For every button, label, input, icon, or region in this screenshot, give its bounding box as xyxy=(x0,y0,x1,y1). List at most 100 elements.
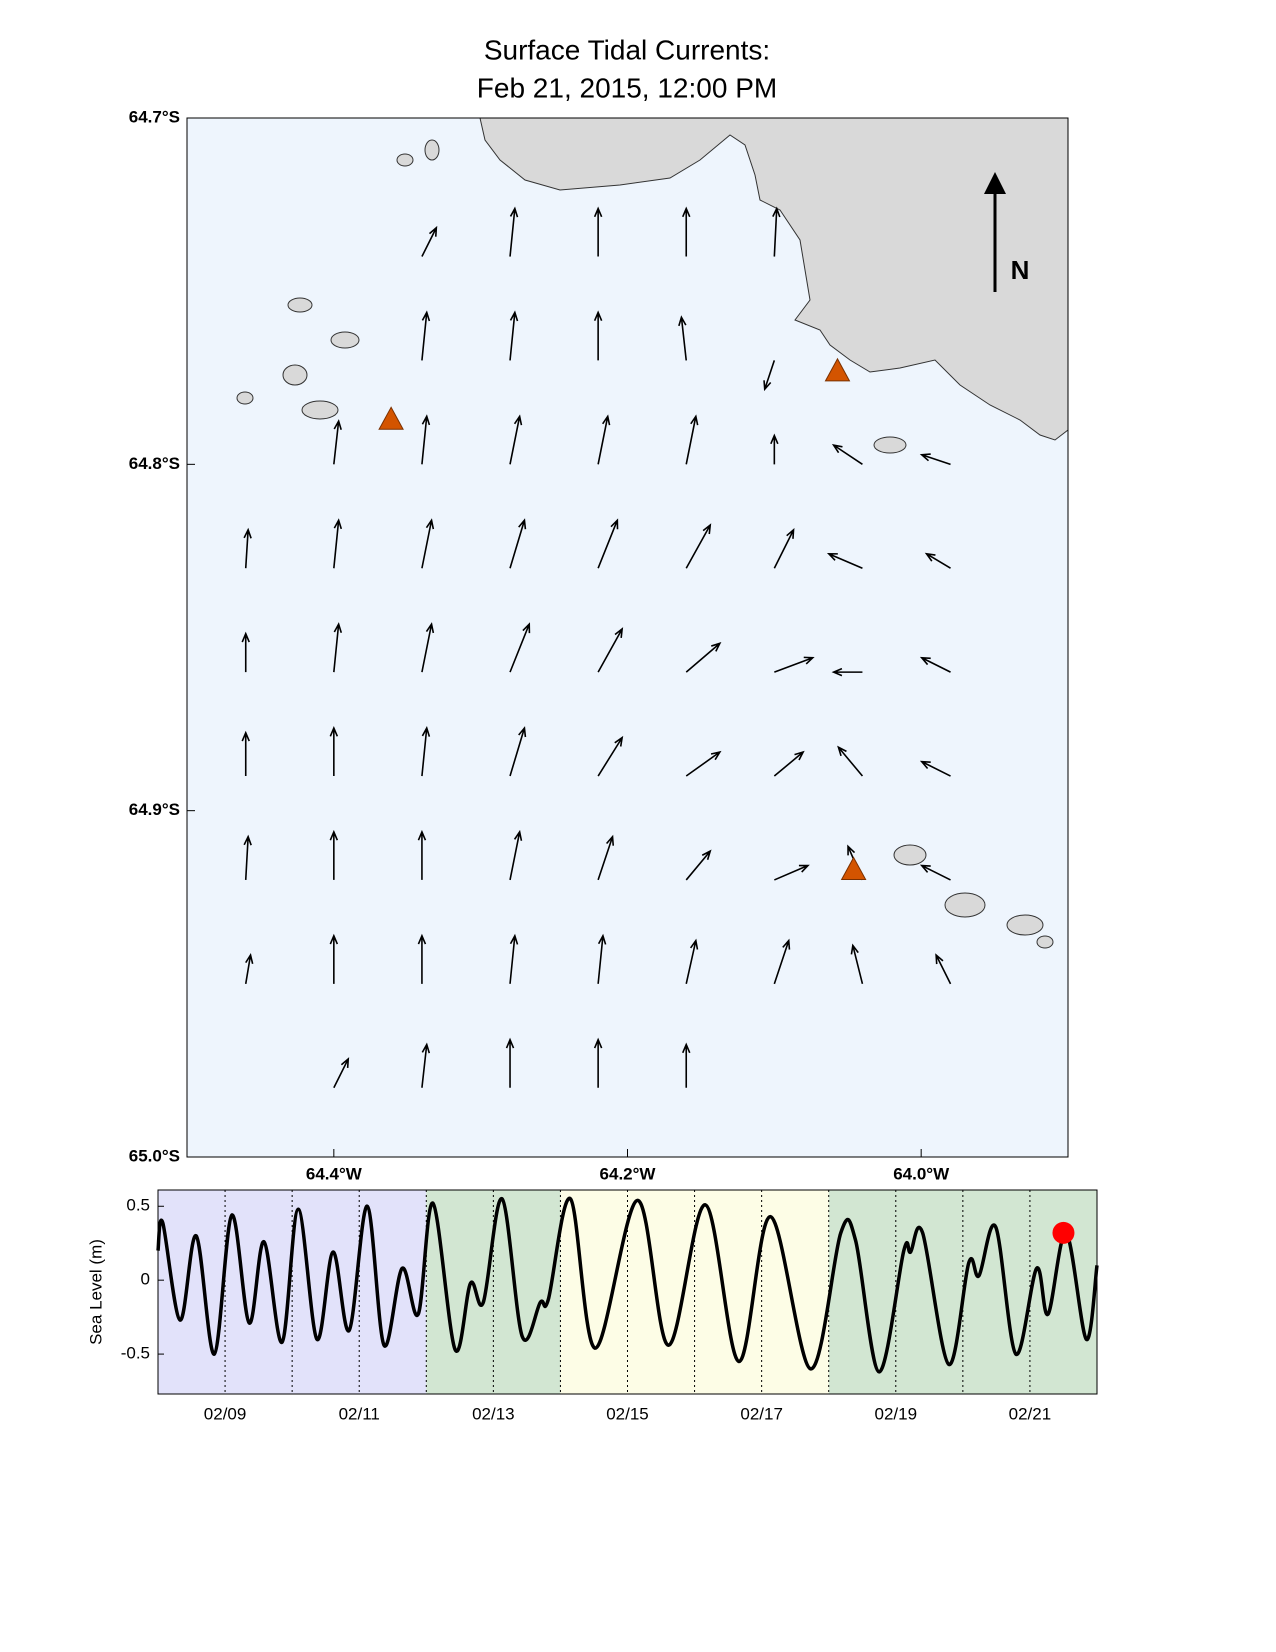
current-arrow xyxy=(773,750,805,777)
current-arrow xyxy=(685,938,699,985)
current-arrow xyxy=(333,518,343,569)
current-arrow xyxy=(774,656,815,673)
current-arrow xyxy=(509,622,531,673)
y-tick-label: 65.0°S xyxy=(129,1146,180,1165)
current-arrow xyxy=(417,829,427,880)
y-tick-label: 64.7°S xyxy=(129,107,180,126)
x-tick-label: 02/19 xyxy=(875,1404,918,1423)
chart-title: Surface Tidal Currents: xyxy=(484,34,770,65)
y-tick-label: 64.8°S xyxy=(129,454,180,473)
current-arrow xyxy=(831,443,863,465)
current-arrow xyxy=(329,829,339,880)
island xyxy=(944,892,986,918)
x-tick-label: 02/11 xyxy=(339,1404,380,1423)
current-arrow xyxy=(681,1042,691,1088)
current-arrow xyxy=(593,1037,603,1088)
current-arrow xyxy=(421,414,431,465)
current-arrow xyxy=(509,726,527,777)
island xyxy=(301,400,339,420)
north-arrow-head xyxy=(984,172,1006,194)
current-arrow xyxy=(597,414,611,465)
plot-frame xyxy=(157,1189,1098,1395)
current-arrow xyxy=(243,834,252,880)
island xyxy=(424,139,440,161)
current-arrow xyxy=(597,834,615,881)
island xyxy=(873,436,907,454)
current-arrow xyxy=(509,310,519,361)
current-arrow xyxy=(763,360,776,392)
current-arrow xyxy=(773,938,791,985)
current-arrow xyxy=(505,1037,515,1088)
current-arrow xyxy=(333,419,342,465)
current-arrow xyxy=(826,553,863,569)
x-tick-label: 64.0°W xyxy=(893,1164,950,1183)
current-arrow xyxy=(919,656,951,673)
current-arrow xyxy=(678,315,688,361)
current-arrow xyxy=(421,310,431,361)
north-label: N xyxy=(1011,255,1030,285)
current-arrow xyxy=(685,750,722,777)
current-arrow xyxy=(333,1057,350,1089)
current-arrow xyxy=(597,933,607,984)
island xyxy=(1036,935,1054,949)
current-arrow xyxy=(244,953,254,984)
current-arrow xyxy=(773,527,795,569)
north-arrow: N xyxy=(984,172,1029,292)
current-arrow xyxy=(509,933,519,984)
island xyxy=(236,391,254,405)
x-tick-label: 64.4°W xyxy=(306,1164,363,1183)
current-arrow xyxy=(421,725,431,777)
station-marker xyxy=(840,856,867,881)
current-arrow xyxy=(329,933,339,984)
y-tick-label: 0 xyxy=(141,1270,150,1289)
x-tick-label: 02/17 xyxy=(740,1404,783,1423)
island xyxy=(330,331,360,349)
y-tick-label: 64.9°S xyxy=(129,800,180,819)
current-arrow xyxy=(774,864,810,881)
y-axis-label: Sea Level (m) xyxy=(86,1239,105,1345)
current-arrow xyxy=(509,206,519,257)
chart-subtitle: Feb 21, 2015, 12:00 PM xyxy=(477,72,777,103)
current-arrow xyxy=(241,730,250,777)
current-arrow xyxy=(417,933,427,984)
x-tick-label: 02/09 xyxy=(204,1404,247,1423)
current-arrow xyxy=(919,453,951,466)
x-tick-label: 02/13 xyxy=(472,1404,515,1423)
current-arrow xyxy=(421,518,435,569)
timeseries-layer: 02/09 02/11 02/13 02/15 02/17 02/19 02/21 0.5 0 -… xyxy=(86,1189,1099,1423)
current-arrow xyxy=(772,206,781,257)
current-arrow xyxy=(509,414,523,465)
current-arrow xyxy=(421,225,438,257)
island xyxy=(287,297,313,313)
island xyxy=(1006,914,1044,936)
current-arrow xyxy=(597,735,624,777)
land xyxy=(236,117,1069,949)
current-arrow xyxy=(850,943,864,985)
current-arrow xyxy=(329,725,339,777)
coast xyxy=(479,117,1069,441)
station-marker xyxy=(824,357,851,382)
x-tick-label: 02/21 xyxy=(1009,1404,1052,1423)
island xyxy=(396,153,414,167)
current-arrow xyxy=(597,518,619,569)
current-arrow xyxy=(333,622,343,673)
current-arrow xyxy=(924,552,951,569)
map-layer xyxy=(241,206,952,1089)
current-time-marker xyxy=(1052,1221,1075,1244)
island xyxy=(282,364,308,386)
current-arrow xyxy=(421,1042,431,1088)
sea-level-line xyxy=(156,1197,1099,1374)
current-arrow xyxy=(509,518,527,569)
current-arrow xyxy=(831,667,863,677)
current-arrow xyxy=(597,627,624,673)
current-arrow xyxy=(919,864,951,881)
current-arrow xyxy=(241,631,250,673)
current-arrow xyxy=(919,760,951,777)
x-tick-label: 64.2°W xyxy=(600,1164,657,1183)
current-arrow xyxy=(593,206,603,257)
current-arrow xyxy=(685,414,699,465)
current-arrow xyxy=(593,310,603,361)
island xyxy=(893,844,927,866)
current-arrow xyxy=(685,523,712,569)
